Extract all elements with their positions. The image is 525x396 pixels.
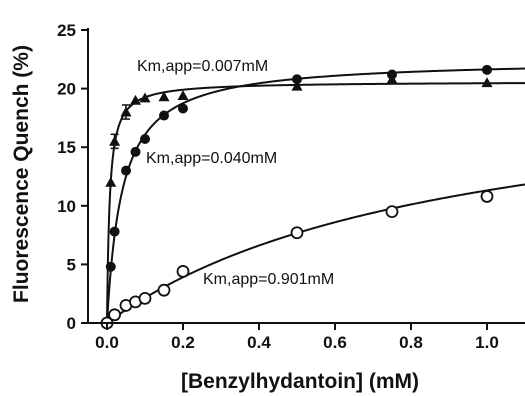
data-point-open-circle <box>480 190 494 203</box>
data-point-triangle <box>481 77 493 88</box>
data-point-triangle <box>120 106 132 117</box>
x-tick-label: 0.6 <box>323 333 347 352</box>
data-point-filled-circle <box>292 74 302 85</box>
data-point-filled-circle <box>387 69 397 80</box>
x-tick-label: 0.0 <box>95 333 119 352</box>
data-point-open-circle <box>290 226 304 240</box>
y-tick-label: 10 <box>57 197 76 216</box>
data-point-open-circle <box>108 308 121 322</box>
x-tick-label: 0.2 <box>171 333 195 352</box>
data-point-triangle <box>105 176 117 187</box>
y-tick-label: 25 <box>57 21 76 40</box>
data-point-open-circle <box>138 291 152 305</box>
data-point-filled-circle <box>105 261 116 272</box>
data-point-open-circle <box>157 283 171 297</box>
y-tick-label: 15 <box>57 138 76 157</box>
data-point-triangle <box>291 80 303 91</box>
data-point-open-circle <box>176 265 190 278</box>
km-annotation: Km,app=0.040mM <box>146 150 277 167</box>
data-point-triangle <box>158 91 170 102</box>
data-point-triangle <box>130 94 141 105</box>
y-tick-label: 5 <box>67 255 76 274</box>
data-point-filled-circle <box>140 133 150 144</box>
data-point-triangle <box>109 135 121 146</box>
y-tick-label: 0 <box>67 314 76 333</box>
fit-curve <box>106 183 525 324</box>
data-point-triangle <box>177 90 189 101</box>
y-tick-label: 20 <box>57 80 76 99</box>
data-point-filled-circle <box>121 165 131 176</box>
data-point-triangle <box>139 92 151 103</box>
km-annotation: Km,app=0.007mM <box>137 58 268 75</box>
x-tick-label: 0.4 <box>247 333 271 352</box>
data-point-filled-circle <box>159 110 169 121</box>
data-point-filled-circle <box>109 226 120 237</box>
fit-curve <box>106 67 525 324</box>
annotations: Km,app=0.007mM Km,app=0.040mM Km,app=0.901… <box>137 58 334 288</box>
x-tick-label: 1.0 <box>475 333 499 352</box>
x-tick-label: 0.8 <box>399 333 423 352</box>
plot-area <box>100 64 525 330</box>
data-point-filled-circle <box>178 103 188 114</box>
x-axis-title: [Benzylhydantoin] (mM) <box>181 370 419 393</box>
data-point-open-circle <box>385 205 399 219</box>
y-axis-title: Fluorescence Quench (%) <box>10 45 33 303</box>
data-point-filled-circle <box>482 64 492 75</box>
fit-curve <box>106 82 525 323</box>
data-point-filled-circle <box>130 146 141 157</box>
axes: 0.0 0.2 0.4 0.6 0.8 1.0 0 5 10 15 20 25 <box>57 21 525 352</box>
km-annotation: Km,app=0.901mM <box>203 271 334 288</box>
